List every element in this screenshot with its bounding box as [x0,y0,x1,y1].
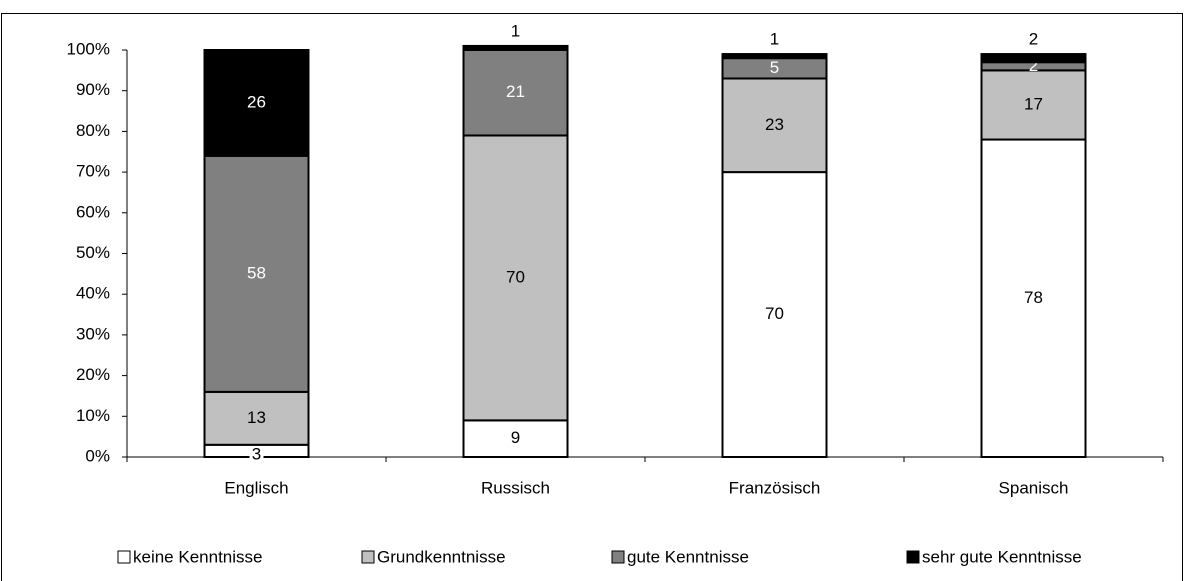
bar-segment [721,53,828,60]
data-label: 70 [506,267,525,286]
data-label: 78 [1024,288,1043,307]
data-label: 9 [511,428,520,447]
bar-segment [980,69,1087,141]
label-bg [1026,31,1041,50]
x-tick-label: Spanisch [999,478,1069,497]
bar-segment [980,53,1087,64]
data-label: 2 [1029,56,1038,75]
data-label: 70 [765,304,784,323]
bar-segment [980,138,1087,458]
data-label: 3 [252,444,261,463]
legend-swatch [611,550,625,564]
data-label: 58 [247,263,266,282]
x-tick-label: Englisch [224,478,288,497]
bar-segment [203,49,310,157]
bar-segment [462,49,569,137]
x-tick-label: Russisch [481,478,550,497]
y-tick-label: 40% [76,284,110,303]
label-bg [767,31,782,50]
y-tick-label: 20% [76,365,110,384]
data-label: 1 [770,30,779,49]
legend-swatch [117,550,131,564]
data-label: 23 [765,115,784,134]
data-label: 17 [1024,94,1043,113]
data-label: 5 [770,58,779,77]
bar-segment [462,419,569,458]
bar-segment [721,77,828,174]
bar-segment [462,44,569,51]
data-label: 1 [511,21,520,40]
label-bg [249,446,264,464]
legend-label: Grundkenntnisse [377,547,506,566]
bar-segment [721,171,828,458]
legend-swatch [361,550,375,564]
bar-segment [203,154,310,393]
y-tick-label: 80% [76,121,110,140]
legend-swatch [906,550,920,564]
y-tick-label: 0% [85,446,110,465]
y-tick-label: 90% [76,80,110,99]
bar-segment [203,390,310,446]
legend-label: gute Kenntnisse [627,547,749,566]
data-label: 26 [247,92,266,111]
x-tick-label: Französisch [729,478,821,497]
data-label: 13 [247,408,266,427]
y-tick-label: 30% [76,324,110,343]
y-tick-label: 70% [76,162,110,181]
legend-label: keine Kenntnisse [133,547,262,566]
y-tick-label: 10% [76,406,110,425]
data-label: 2 [1029,30,1038,49]
label-bg [508,22,523,41]
y-tick-label: 60% [76,202,110,221]
chart-frame [1,13,1183,581]
legend-label: sehr gute Kenntnisse [922,547,1082,566]
y-tick-label: 50% [76,243,110,262]
data-label: 21 [506,82,525,101]
y-tick-label: 100% [67,39,110,58]
